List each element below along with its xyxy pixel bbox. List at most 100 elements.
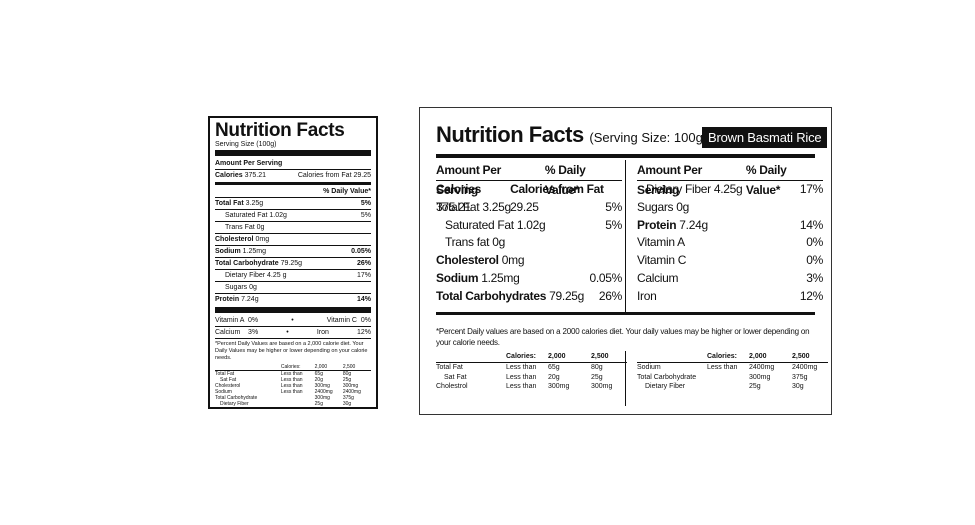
nutrient-dv-value: 12% xyxy=(799,288,823,303)
dv-table-cell: 300mg xyxy=(314,395,330,401)
nutrient-amount: 0g xyxy=(676,199,690,214)
nutrient-amount: 1.02g xyxy=(269,212,287,219)
dv-table-cell: 2,000 xyxy=(749,351,792,363)
nutrient-dv-value: 3% xyxy=(806,270,823,285)
vertical-mineral-row: Calcium 3% • Iron 12% xyxy=(215,327,371,338)
nutrient-amount: 0g xyxy=(256,224,265,231)
nutrient-amount: 79.25g xyxy=(549,288,585,303)
horizontal-top-bar xyxy=(436,154,815,158)
dv-table-cell: 65g xyxy=(548,364,560,372)
horizontal-nutrient-row: Trans fat 0g xyxy=(436,234,622,252)
iron-dv: 12% xyxy=(356,329,371,336)
dv-table-row: Sodium Less than 2400mg 2400mg xyxy=(637,363,828,373)
nutrient-label: Dietary Fiber 4.25g xyxy=(637,181,743,199)
vertical-nutrient-row: Total Carbohydrate 79.25g 26% xyxy=(215,258,371,269)
dv-table-cell xyxy=(215,364,281,371)
nutrient-dv-value: 29.25 xyxy=(510,199,539,214)
vertical-thick-bar-2 xyxy=(215,307,371,313)
calories-label: Calories xyxy=(215,172,243,179)
dv-table-cell: 25g xyxy=(342,377,352,383)
dv-table-cell: Total Fat xyxy=(436,364,463,372)
nutrient-name: Trans fat xyxy=(445,235,490,250)
nutrient-label: Total Fat 3.25g xyxy=(215,198,263,209)
vertical-amount-per-serving: Amount Per Serving xyxy=(215,158,371,169)
nutrient-label: Protein 7.24g xyxy=(637,217,708,235)
nutrient-name: Sugars xyxy=(225,284,248,291)
horizontal-nutrient-row: Sugars 0g xyxy=(637,199,823,217)
nutrient-amount: 375.21 xyxy=(436,199,471,214)
nutrient-amount: 4.25 g xyxy=(267,272,287,279)
horizontal-column-divider xyxy=(625,160,626,315)
dv-table-cell: Calories: xyxy=(280,364,315,371)
nutrient-name: Saturated Fat xyxy=(445,217,514,232)
daily-value-header: % Daily Value* xyxy=(544,163,586,197)
dv-table-cell: 2,500 xyxy=(342,364,371,371)
vertical-calories-row: Calories 375.21 Calories from Fat 29.25 xyxy=(215,170,371,181)
nutrient-label: Trans fat 0g xyxy=(436,234,505,252)
dv-table-row: Sodium Less than 2400mg 2400mg xyxy=(215,389,371,395)
dv-table-cell: 300mg xyxy=(749,373,771,381)
dv-table-cell xyxy=(707,382,749,392)
dv-table-cell: 375g xyxy=(342,395,354,401)
vertical-medium-bar xyxy=(215,182,371,185)
horizontal-serving-size: (Serving Size: 100g) xyxy=(589,130,708,145)
nutrient-dv: 0.05% xyxy=(351,248,371,255)
nutrient-dv: 14% xyxy=(800,217,823,235)
dv-table-header: Calories: 2,000 2,500 xyxy=(215,364,371,371)
left-column-header: Amount Per Serving % Daily Value* xyxy=(436,160,622,197)
vertical-dv-header: % Daily Value* xyxy=(215,186,371,197)
nutrient-amount: 1.25mg xyxy=(481,270,520,285)
dv-table-cell: 30g xyxy=(342,401,352,407)
nutrient-name: Calories xyxy=(436,182,481,196)
nutrient-dv-value: 26% xyxy=(598,288,622,303)
amount-per-serving-label: Amount Per Serving xyxy=(215,160,283,167)
nutrient-dv: 17% xyxy=(356,272,371,279)
vertical-nutrient-row: Sodium 1.25mg 0.05% xyxy=(215,246,371,257)
dv-table-cell: Dietary Fiber xyxy=(220,401,249,407)
dv-table-row: Total Carbohydrate 300mg 375g xyxy=(637,373,828,383)
calories-from-fat-value: 29.25 xyxy=(353,172,371,179)
nutrient-label: Protein 7.24g xyxy=(215,294,259,305)
dv-table-cell xyxy=(707,373,749,383)
nutrient-amount: 3.25g xyxy=(482,199,511,214)
vertical-nutrition-label: Nutrition Facts Serving Size (100g) Amou… xyxy=(208,116,378,409)
horizontal-nutrient-row: Protein 7.24g 14% xyxy=(637,217,823,235)
horizontal-dv-table-left: Calories: 2,000 2,500 Total Fat Less than 65g… xyxy=(436,351,627,392)
vertical-vitamin-row: Vitamin A 0% • Vitamin C 0% xyxy=(215,315,371,326)
dv-table-cell: 2400mg xyxy=(792,364,818,372)
dv-table-cell: 2400mg xyxy=(749,364,775,372)
bullet-separator: • xyxy=(291,317,294,324)
dv-table-header: Calories: 2,000 2,500 xyxy=(436,351,627,363)
nutrient-name: Trans Fat xyxy=(225,224,255,231)
horizontal-nutrient-row: Sodium 1.25mg 0.05% xyxy=(436,270,622,288)
vertical-nutrient-row: Saturated Fat 1.02g 5% xyxy=(215,210,371,221)
horizontal-title-row: Nutrition Facts (Serving Size: 100g) xyxy=(436,122,707,148)
nutrient-dv: 5% xyxy=(605,217,622,235)
horizontal-nutrient-row: Vitamin A 0% xyxy=(637,234,823,252)
horizontal-nutrient-row: Dietary Fiber 4.25g 17% xyxy=(637,181,823,199)
nutrient-name: Vitamin A xyxy=(637,235,685,250)
dv-table-cell: Sodium xyxy=(637,364,661,372)
nutrient-dv: 17% xyxy=(800,181,823,199)
horizontal-nutrient-row: Cholesterol 0mg xyxy=(436,252,622,270)
dv-table-cell xyxy=(281,401,315,407)
nutrient-label: Saturated Fat 1.02g xyxy=(436,217,546,235)
dv-table-row: Sat Fat Less than 20g 25g xyxy=(436,373,627,383)
nutrient-amount: 79.25g xyxy=(280,260,303,267)
dv-table-cell: Less than xyxy=(506,383,537,391)
dv-table-cell: 2400mg xyxy=(314,389,333,395)
dv-table-row: Total Fat Less than 65g 80g xyxy=(215,371,371,378)
nutrient-label: Calcium xyxy=(637,270,679,288)
calcium: Calcium 3% xyxy=(215,329,259,336)
nutrient-name: Sugars xyxy=(637,199,674,214)
nutrient-label: Cholesterol 0mg xyxy=(436,252,525,270)
dv-table-cell: 80g xyxy=(591,364,603,372)
nutrient-name: Cholesterol xyxy=(436,253,499,268)
nutrient-amount: 0mg xyxy=(501,253,525,268)
nutrient-amount: 7.24g xyxy=(679,217,708,232)
dv-table-cell xyxy=(637,351,707,363)
horizontal-right-column: Amount Per Serving % Daily Value* Dietar… xyxy=(637,160,823,306)
nutrient-amount: 0g xyxy=(249,284,257,291)
dv-table-cell: Less than xyxy=(280,377,303,383)
vertical-title: Nutrition Facts xyxy=(215,120,345,141)
